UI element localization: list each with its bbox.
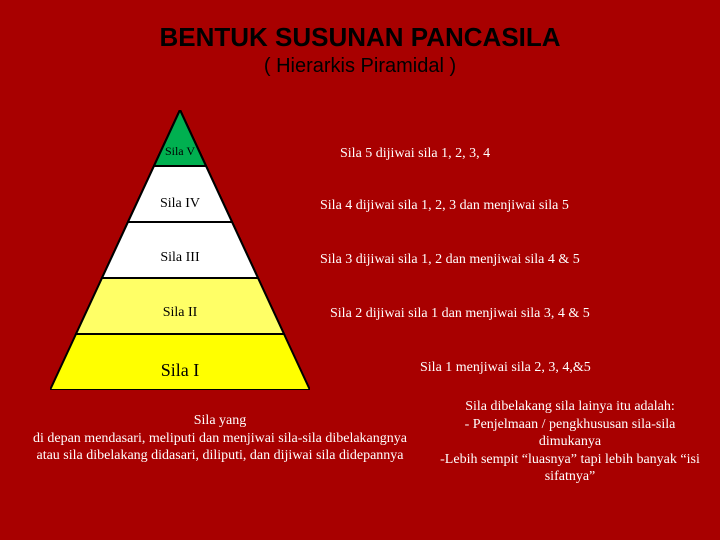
pyramid-label-4: Sila IV	[50, 196, 310, 212]
pyramid-label-5: Sila V	[50, 144, 310, 159]
slide-title: BENTUK SUSUNAN PANCASILA	[0, 0, 720, 53]
desc-sila1: Sila 1 menjiwai sila 2, 3, 4,&5	[420, 360, 700, 376]
slide-subtitle: ( Hierarkis Piramidal )	[0, 53, 720, 78]
desc-sila5: Sila 5 dijiwai sila 1, 2, 3, 4	[340, 146, 700, 162]
pyramid-label-1: Sila I	[50, 360, 310, 381]
desc-sila3: Sila 3 dijiwai sila 1, 2 dan menjiwai si…	[320, 252, 700, 268]
slide: BENTUK SUSUNAN PANCASILA ( Hierarkis Pir…	[0, 0, 720, 540]
pyramid-label-2: Sila II	[50, 305, 310, 321]
footnote-right: Sila dibelakang sila lainya itu adalah:-…	[440, 398, 700, 486]
footnote-left: Sila yangdi depan mendasari, meliputi da…	[20, 412, 420, 465]
pyramid-label-3: Sila III	[50, 250, 310, 266]
desc-sila4: Sila 4 dijiwai sila 1, 2, 3 dan menjiwai…	[320, 198, 700, 214]
desc-sila2: Sila 2 dijiwai sila 1 dan menjiwai sila …	[330, 306, 710, 322]
pyramid-diagram: Sila V Sila IV Sila III Sila II Sila I	[50, 110, 310, 390]
